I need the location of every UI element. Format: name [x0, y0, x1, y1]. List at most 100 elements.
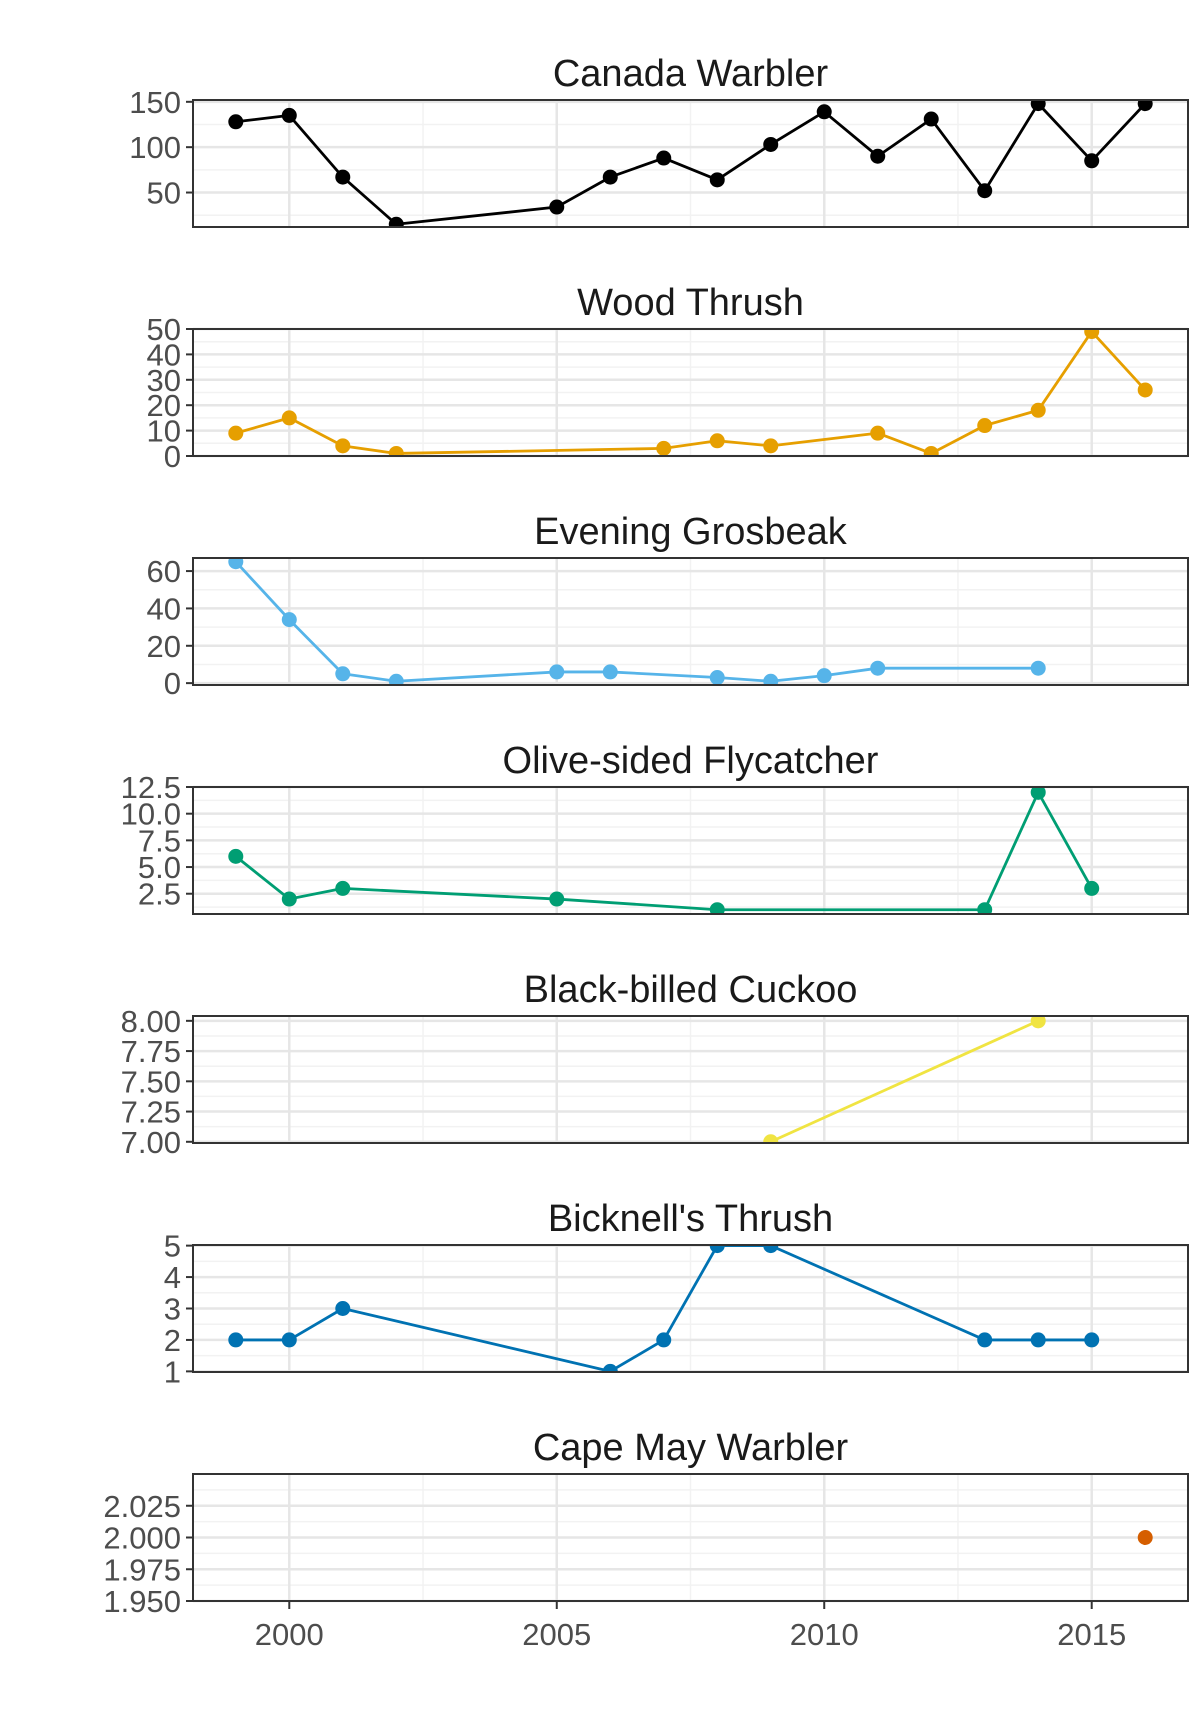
- y-tick-label: 1.975: [103, 1552, 181, 1587]
- panel-title: Wood Thrush: [577, 282, 804, 324]
- series-line: [770, 1019, 1039, 1143]
- y-tick-label: 7.25: [121, 1095, 181, 1130]
- panel-border: [192, 557, 1189, 686]
- data-point: [977, 1332, 993, 1348]
- data-point: [602, 664, 618, 680]
- data-point: [1030, 660, 1046, 676]
- x-tick-label: 2005: [522, 1617, 591, 1652]
- data-point: [709, 172, 725, 188]
- y-tick-label: 2.5: [138, 877, 181, 912]
- panel-4: Black-billed Cuckoo 7.007.257.507.758.00: [121, 969, 1189, 1160]
- panel-border: [192, 99, 1189, 228]
- y-tick-label: 7.00: [121, 1125, 181, 1160]
- series-6: [1137, 1530, 1153, 1545]
- data-point: [335, 666, 351, 682]
- y-tick-label: 10: [147, 414, 181, 449]
- data-point: [1137, 382, 1153, 398]
- series-5: [228, 1245, 1100, 1372]
- y-tick-label: 0: [164, 439, 181, 474]
- data-point: [281, 107, 297, 123]
- data-point: [228, 1332, 244, 1348]
- data-point: [281, 1332, 297, 1348]
- data-point: [1137, 100, 1153, 112]
- data-point: [1084, 880, 1100, 896]
- data-point: [870, 425, 886, 441]
- y-tick-label: 1: [164, 1354, 181, 1389]
- y-tick-label: 7.5: [138, 823, 181, 858]
- y-tick-label: 2.000: [103, 1521, 181, 1556]
- panel-title: Olive-sided Flycatcher: [503, 740, 879, 782]
- panel-title: Cape May Warbler: [533, 1427, 849, 1469]
- data-point: [335, 169, 351, 185]
- data-point: [709, 433, 725, 449]
- series-1: [228, 329, 1153, 456]
- data-point: [281, 891, 297, 907]
- y-tick-label: 7.75: [121, 1034, 181, 1069]
- y-tick-label: 50: [147, 176, 181, 211]
- data-point: [1030, 100, 1046, 112]
- panel-title: Bicknell's Thrush: [548, 1198, 833, 1240]
- data-point: [281, 612, 297, 628]
- y-tick-label: 8.00: [121, 1004, 181, 1039]
- data-point: [977, 902, 993, 914]
- data-point: [388, 673, 404, 685]
- x-axis: 2000 2005 2010 2015: [255, 1601, 1126, 1652]
- data-point: [1084, 153, 1100, 169]
- series-line: [235, 102, 1147, 226]
- data-point: [388, 216, 404, 227]
- data-point: [816, 104, 832, 120]
- y-tick-label: 2: [164, 1323, 181, 1358]
- data-point: [228, 425, 244, 441]
- data-point: [977, 418, 993, 434]
- data-point: [335, 880, 351, 896]
- y-tick-label: 40: [147, 591, 181, 626]
- data-point: [709, 1245, 725, 1254]
- panel-border: [192, 786, 1189, 915]
- y-tick-label: 12.5: [121, 770, 181, 805]
- data-point: [1030, 402, 1046, 418]
- data-point: [763, 1245, 779, 1254]
- series-line: [234, 560, 1039, 683]
- panel-0: Canada Warbler 50 100 150: [129, 53, 1189, 228]
- series-3: [228, 787, 1100, 914]
- data-point: [870, 660, 886, 676]
- y-tick-label: 40: [147, 337, 181, 372]
- data-point: [335, 1301, 351, 1316]
- data-point: [763, 1134, 779, 1143]
- data-point: [763, 438, 779, 454]
- y-tick-label: 1.950: [103, 1584, 181, 1619]
- panel-title: Evening Grosbeak: [534, 511, 848, 553]
- panel-3: Olive-sided Flycatcher 2.55.07.510.012.5: [121, 740, 1189, 915]
- y-tick-label: 5.0: [138, 850, 181, 885]
- data-point: [1030, 1016, 1046, 1029]
- y-tick-label: 30: [147, 363, 181, 398]
- data-point: [656, 150, 672, 166]
- data-point: [763, 136, 779, 152]
- y-tick-label: 0: [164, 666, 181, 701]
- y-tick-label: 20: [147, 388, 181, 423]
- data-point: [709, 902, 725, 914]
- data-point: [602, 1363, 618, 1372]
- y-tick-label: 50: [147, 312, 181, 347]
- data-point: [870, 148, 886, 164]
- data-point: [656, 440, 672, 456]
- series-4: [763, 1016, 1046, 1143]
- data-point: [549, 891, 565, 907]
- x-tick-label: 2010: [790, 1617, 859, 1652]
- series-line: [235, 1245, 1092, 1372]
- panel-border: [192, 1473, 1189, 1602]
- data-point: [1030, 787, 1046, 800]
- y-tick-label: 3: [164, 1292, 181, 1327]
- series-2: [228, 558, 1046, 685]
- y-tick-label: 4: [164, 1260, 181, 1295]
- data-point: [1030, 1332, 1046, 1348]
- series-0: [228, 100, 1153, 227]
- x-tick-label: 2000: [255, 1617, 324, 1652]
- y-tick-label: 2.025: [103, 1489, 181, 1524]
- y-tick-label: 7.50: [121, 1064, 181, 1099]
- y-tick-label: 100: [129, 130, 181, 165]
- data-point: [923, 445, 939, 456]
